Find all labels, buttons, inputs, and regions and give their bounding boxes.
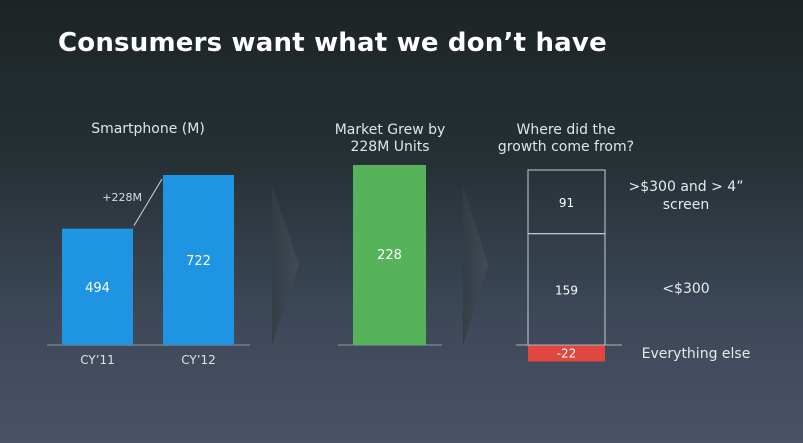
chart1-title: Smartphone (M)	[91, 121, 205, 137]
chart1-tick-label: CY’12	[181, 353, 216, 367]
chart1-growth-line	[133, 178, 163, 226]
slide-title: Consumers want what we don’t have	[58, 28, 607, 58]
chart1: 494 CY’11 722 CY’12 +228M	[47, 174, 250, 367]
chart3-value-label: -22	[557, 346, 577, 360]
chart2: 228	[338, 165, 442, 346]
legend-everything-else: Everything else	[641, 346, 751, 362]
chart1-value-label: 494	[85, 281, 110, 296]
chart1-bar	[62, 228, 133, 345]
arrow-1	[272, 185, 299, 345]
legend-premium: >$300 and > 4” screen	[628, 179, 744, 213]
chart3-value-label: 91	[559, 196, 574, 210]
chart2-value-label: 228	[377, 248, 402, 263]
chart1-annotation: +228M	[102, 191, 142, 204]
chart3-value-label: 159	[555, 283, 578, 297]
chart2-bar	[353, 165, 426, 345]
chart3: 91 159 -22	[516, 169, 622, 362]
chart3-negative-segment	[528, 345, 605, 362]
arrow-2	[463, 185, 488, 345]
legend-under-300: <$300	[662, 281, 710, 297]
chart1-bar	[163, 174, 234, 345]
chart2-title: Market Grew by 228M Units	[334, 122, 446, 155]
chart1-tick-label: CY’11	[80, 353, 115, 367]
chart3-title: Where did the growth come from?	[497, 122, 635, 155]
chart1-value-label: 722	[186, 254, 211, 269]
